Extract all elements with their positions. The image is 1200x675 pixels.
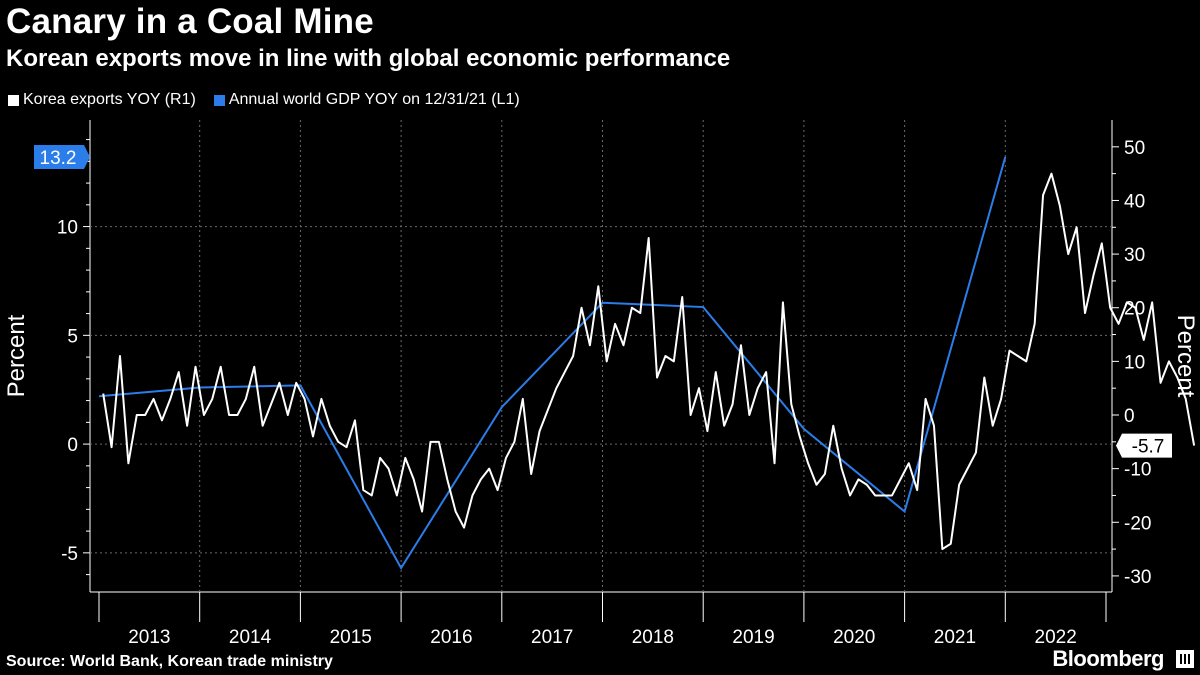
legend-item-exports: Korea exports YOY (R1)	[8, 91, 196, 109]
source-note: Source: World Bank, Korean trade ministr…	[6, 653, 333, 670]
left-tick-label: 5	[67, 326, 78, 347]
series-line-gdp	[98, 156, 1007, 571]
right-tick-label: 50	[1124, 138, 1145, 159]
legend: Korea exports YOY (R1) Annual world GDP …	[8, 91, 520, 109]
x-tick-label: 2020	[833, 627, 875, 648]
chart-subtitle: Korean exports move in line with global …	[6, 45, 731, 72]
right-last-value-flag	[1116, 433, 1172, 458]
left-last-value-label: 13.2	[40, 148, 77, 169]
legend-label-gdp: Annual world GDP YOY on 12/31/21 (L1)	[228, 91, 520, 108]
legend-item-gdp: Annual world GDP YOY on 12/31/21 (L1)	[213, 91, 520, 109]
x-tick-label: 2015	[330, 627, 372, 648]
legend-label-exports: Korea exports YOY (R1)	[23, 91, 196, 108]
left-last-value-flag	[34, 144, 90, 169]
legend-swatch-exports	[8, 94, 19, 106]
x-tick-label: 2018	[632, 627, 674, 648]
right-tick-label: -20	[1124, 513, 1151, 534]
right-tick-label: 0	[1124, 406, 1135, 427]
x-tick-label: 2022	[1035, 627, 1077, 648]
right-tick-label: -10	[1124, 460, 1151, 481]
right-tick-label: 30	[1124, 245, 1145, 266]
x-tick-label: 2014	[229, 627, 272, 648]
series-line-exports	[102, 172, 1196, 551]
x-tick-label: 2016	[430, 627, 472, 648]
x-tick-label: 2017	[531, 627, 573, 648]
left-axis-title: Percent	[3, 314, 30, 397]
right-tick-label: 10	[1124, 352, 1145, 373]
x-tick-label: 2013	[128, 627, 170, 648]
x-tick-label: 2021	[934, 627, 976, 648]
left-tick-label: 0	[67, 435, 78, 456]
terminal-icon	[1176, 650, 1194, 668]
legend-swatch-gdp	[213, 94, 225, 106]
right-tick-label: 40	[1124, 191, 1145, 212]
x-tick-label: 2019	[732, 627, 774, 648]
chart-title: Canary in a Coal Mine	[6, 2, 374, 41]
left-tick-label: 10	[57, 218, 78, 239]
brand-logo: Bloomberg	[1052, 646, 1164, 671]
right-last-value-label: -5.7	[1132, 437, 1165, 458]
right-axis-title: Percent	[1172, 315, 1199, 398]
left-tick-label: -5	[61, 544, 78, 565]
right-tick-label: -30	[1124, 567, 1151, 588]
